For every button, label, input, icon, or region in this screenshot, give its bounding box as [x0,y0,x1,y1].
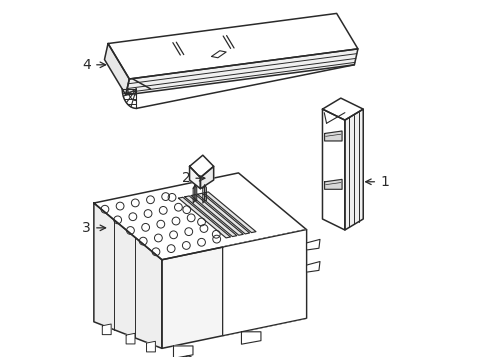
Polygon shape [94,173,306,260]
Polygon shape [344,109,363,230]
Polygon shape [94,203,162,348]
Polygon shape [324,131,341,141]
Polygon shape [193,185,195,203]
Polygon shape [203,192,255,233]
Polygon shape [126,333,135,344]
Polygon shape [146,341,155,352]
Polygon shape [104,44,129,95]
Polygon shape [191,195,243,235]
Polygon shape [197,193,249,234]
Polygon shape [173,346,193,358]
Polygon shape [195,185,196,201]
Text: 4: 4 [82,58,105,72]
Polygon shape [184,196,236,237]
Polygon shape [203,185,204,203]
Polygon shape [204,185,206,201]
Polygon shape [322,98,363,120]
Text: 2: 2 [181,171,204,185]
Polygon shape [324,179,341,189]
Polygon shape [322,109,344,230]
Polygon shape [200,166,213,189]
Polygon shape [108,13,357,79]
Polygon shape [222,230,306,336]
Polygon shape [241,332,261,344]
Polygon shape [178,197,230,238]
Text: 3: 3 [82,221,105,235]
Text: 1: 1 [365,175,388,189]
Polygon shape [189,166,200,189]
Polygon shape [102,324,111,335]
Polygon shape [306,261,319,272]
Polygon shape [306,239,319,250]
Polygon shape [162,230,306,348]
Polygon shape [189,155,213,177]
Polygon shape [125,49,357,95]
